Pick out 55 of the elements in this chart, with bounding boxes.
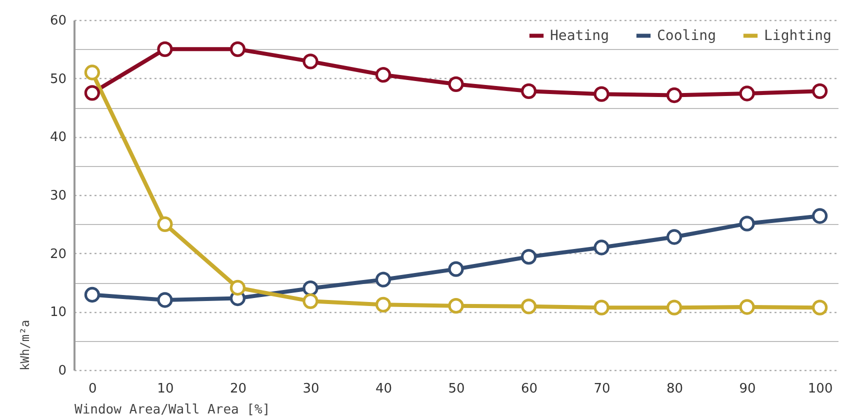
point <box>230 280 246 296</box>
point <box>302 293 318 309</box>
point <box>375 67 392 83</box>
point <box>739 216 755 232</box>
point <box>448 76 464 92</box>
y-tick-label: 60 <box>50 14 66 28</box>
point <box>448 298 464 314</box>
y-tick-label: 50 <box>50 72 66 87</box>
x-tick-label: 70 <box>594 382 610 396</box>
point <box>594 86 610 102</box>
point <box>84 85 100 101</box>
point <box>666 87 682 104</box>
point <box>739 86 755 102</box>
point <box>230 41 246 57</box>
x-tick-label: 90 <box>739 382 756 396</box>
y-tick-label: 30 <box>50 188 66 204</box>
point <box>520 298 537 314</box>
x-tick-label: 20 <box>230 382 246 396</box>
y-tick-label: 40 <box>50 130 66 146</box>
point <box>302 54 318 70</box>
point <box>157 216 173 232</box>
y-axis-title: kWh/m²a <box>18 320 32 370</box>
x-tick-label: 40 <box>375 382 392 396</box>
x-axis-title: Window Area/Wall Area [%] <box>74 402 270 418</box>
point <box>520 249 537 265</box>
point <box>84 286 100 303</box>
point <box>157 292 173 308</box>
point <box>157 41 173 57</box>
point <box>375 272 392 288</box>
point <box>812 208 828 224</box>
point <box>375 296 392 312</box>
point <box>520 83 537 99</box>
x-tick-label: 60 <box>520 382 538 396</box>
x-tick-label: 80 <box>666 382 684 396</box>
point <box>666 229 682 245</box>
y-tick-label: 10 <box>50 305 66 320</box>
x-tick-label: 30 <box>302 382 320 396</box>
legend-label: Lighting <box>764 28 832 44</box>
point <box>666 300 682 316</box>
point <box>812 300 828 316</box>
y-tick-label: 0 <box>58 364 66 378</box>
point <box>448 261 464 277</box>
point <box>594 240 610 256</box>
point <box>812 83 828 99</box>
x-tick-label: 10 <box>157 382 174 396</box>
x-tick-label: 100 <box>808 382 833 396</box>
x-tick-label: 0 <box>88 382 97 396</box>
y-tick-label: 20 <box>50 246 66 262</box>
point <box>302 280 318 296</box>
legend-label: Cooling <box>657 28 716 44</box>
x-tick-label: 50 <box>448 382 465 396</box>
point <box>84 64 100 80</box>
point <box>739 299 755 315</box>
legend-label: Heating <box>550 28 610 44</box>
point <box>594 300 610 316</box>
